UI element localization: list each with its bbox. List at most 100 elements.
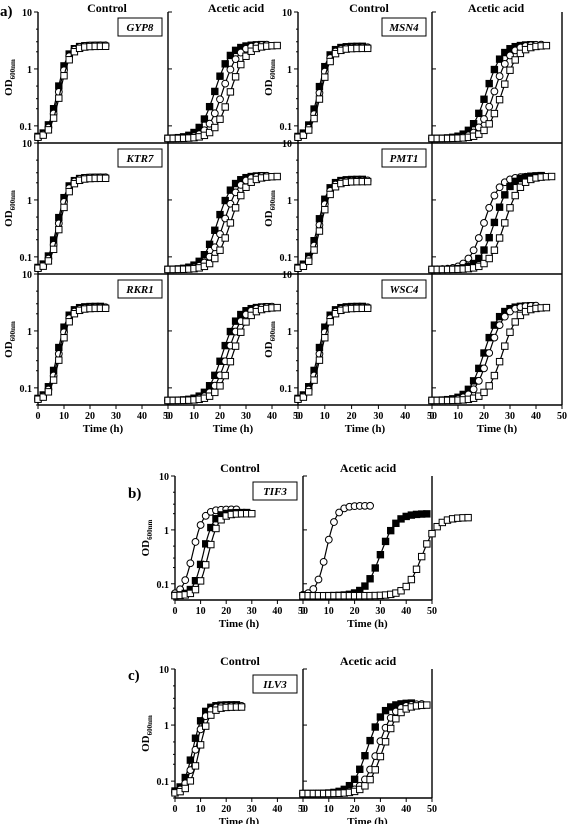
plot-ktr7-acetic-point-3-8 (205, 259, 214, 268)
panel-label-a: a) (0, 4, 13, 20)
plot-pmt1-control-point-3-3 (310, 246, 318, 254)
plot-rkr1-acetic-point-3-12 (226, 357, 235, 366)
plot-tif3-acetic-point-3-26 (433, 522, 441, 531)
plot-area: 1010.1OD600nmGYP81010.1OD600nmMSN41010.1… (3, 8, 567, 824)
plot-ilv3-xtick-label-acet-5: 50 (427, 804, 437, 815)
plot-pmt1-acetic-point-2-15 (506, 182, 514, 191)
plot-tif3-acetic-series-2 (299, 510, 431, 600)
plot-msn4-acetic-point-3-15 (506, 66, 514, 74)
plot-ilv3-ytick-label-0: 10 (159, 665, 169, 676)
plot-ilv3-acetic-point-3-15 (376, 752, 385, 761)
plot-wsc4-control-series-3 (294, 304, 372, 403)
plot-ilv3-xtick-label-ctrl-3: 30 (247, 804, 257, 815)
plot-wsc4-xtick-label-acet-1: 10 (453, 411, 463, 422)
plot-wsc4-control-point-3-6 (326, 318, 334, 326)
plot-gyp8-gene-box (117, 17, 163, 37)
plot-tif3-acetic-point-2-13 (366, 575, 374, 583)
col-title-control-c: Control (220, 654, 260, 668)
plot-tif3-xtick-label-acet-3: 30 (375, 606, 385, 617)
plot-tif3-ytick-label-0: 10 (159, 472, 169, 483)
plot-ilv3-xtick-label-ctrl-5: 50 (298, 804, 308, 815)
plot-tif3-acetic-curve-1 (302, 505, 373, 596)
col-title-acetic-a2: Acetic acid (468, 1, 525, 15)
plot-tif3-control-point-1-2 (181, 576, 190, 585)
plot-rkr1-acetic-point-3-15 (242, 318, 250, 326)
plot-rkr1-control-series-3 (34, 304, 110, 403)
plot-msn4-ytick-label-0: 10 (282, 8, 292, 19)
plot-tif3-x-label-acet: Time (h) (347, 618, 388, 630)
plot-ilv3-xtick-label-ctrl-4: 40 (272, 804, 282, 815)
plot-tif3-xtick-label-acet-5: 50 (427, 606, 437, 617)
plot-tif3-acetic-point-2-24 (423, 510, 431, 518)
plot-gyp8-acetic-point-3-13 (231, 73, 240, 81)
plot-tif3-x-label-ctrl: Time (h) (219, 618, 260, 630)
plot-msn4-acetic-point-3-14 (501, 80, 509, 88)
plot-wsc4-xtick-label-acet-2: 20 (479, 411, 489, 422)
plot-wsc4-acetic-point-2-10 (480, 364, 488, 373)
plot-tif3-acetic-point-3-22 (412, 565, 421, 573)
panel-label-c: c) (128, 668, 140, 684)
plot-msn4-control-point-3-3 (310, 114, 318, 123)
plot-tif3-control-point-1-3 (186, 559, 195, 568)
plot-rkr1-ytick-label-1: 1 (27, 327, 32, 338)
plot-ilv3-control-point-3-7 (207, 711, 215, 719)
plot-ilv3-acetic-point-1-15 (376, 713, 385, 721)
plot-ilv3-acetic-point-1-11 (356, 765, 364, 773)
plot-msn4-control-point-3-2 (305, 126, 313, 134)
plot-msn4-acetic-point-2-14 (500, 59, 509, 68)
plot-tif3-xtick-label-ctrl-2: 20 (221, 606, 231, 617)
plot-ilv3-gene-label: ILV3 (262, 679, 287, 691)
plot-pmt1-acetic-point-2-12 (490, 218, 499, 227)
plot-gyp8-acetic-point-2-10 (216, 95, 224, 104)
plot-msn4: 10 1 0.1 OD600nm MSN4 (263, 8, 563, 144)
plot-pmt1-control-point-3-2 (305, 257, 313, 265)
plot-pmt1-control-point-3-4 (315, 227, 324, 235)
plot-wsc4-control-point-3-1 (299, 393, 308, 401)
plot-ktr7-ytick-label-1: 1 (27, 196, 32, 207)
plot-wsc4-acetic-point-3-10 (480, 388, 488, 397)
plot-ktr7-control-point-3-4 (55, 225, 63, 234)
plot-tif3-ytick-label-1: 1 (164, 526, 169, 537)
plot-gyp8-acetic-point-3-10 (216, 115, 224, 123)
plot-pmt1-acetic-point-2-13 (495, 203, 504, 211)
plot-tif3-xtick-label-ctrl-3: 30 (247, 606, 257, 617)
plot-ilv3-xtick-label-acet-1: 10 (324, 804, 334, 815)
plot-ktr7-acetic-point-3-13 (231, 204, 240, 212)
plot-pmt1-acetic-point-2-14 (501, 191, 509, 199)
plot-rkr1-gene-label: RKR1 (125, 284, 154, 296)
plot-wsc4-acetic-point-3-14 (501, 342, 509, 350)
plot-gyp8-control-series-3 (34, 42, 110, 141)
plot-tif3-acetic-point-2-14 (371, 564, 379, 572)
plot-ilv3-acetic-point-1-10 (350, 775, 359, 783)
plot-rkr1-control-point-3-13 (101, 304, 110, 312)
plot-gyp8-acetic-point-3-11 (221, 103, 229, 111)
plot-ilv3-control-point-3-13 (237, 703, 246, 711)
plot-tif3-acetic-point-1-2 (309, 585, 318, 593)
plot-ktr7-acetic-point-3-15 (242, 183, 250, 191)
plot-msn4-gene-box (381, 17, 427, 37)
plot-tif3-acetic-point-2-15 (376, 550, 385, 559)
plot-ilv3-control-point-3-6 (202, 722, 210, 730)
plot-wsc4-acetic-point-2-11 (485, 349, 494, 357)
plot-rkr1-xtick-label-acet-2: 20 (215, 411, 225, 422)
plot-tif3-acetic-point-2-12 (361, 582, 369, 590)
plot-ilv3-ytick-label-2: 0.1 (157, 777, 170, 788)
plot-gyp8-acetic-point-1-7 (200, 115, 209, 123)
plot-rkr1-xtick-label-ctrl-0: 0 (36, 411, 41, 422)
plot-msn4-acetic-point-3-12 (490, 109, 499, 118)
plot-tif3-acetic-point-2-17 (387, 526, 395, 535)
plot-ktr7-ytick-label-2: 0.1 (20, 253, 33, 264)
plot-wsc4-xtick-label-ctrl-4: 40 (400, 411, 410, 422)
plot-gyp8-acetic-point-2-9 (210, 109, 219, 118)
plot-rkr1-xtick-label-ctrl-4: 40 (137, 411, 147, 422)
plot-gyp8-acetic-point-1-11 (221, 60, 229, 68)
plot-gyp8-ytick-label-0: 10 (22, 8, 32, 19)
plot-msn4-y-label: OD600nm (263, 59, 277, 96)
plot-tif3-acetic-point-2-18 (392, 519, 400, 528)
plot-wsc4-acetic-point-3-16 (511, 318, 519, 326)
plot-rkr1-xtick-label-acet-1: 10 (189, 411, 199, 422)
plot-wsc4-xtick-label-acet-0: 0 (430, 411, 435, 422)
plot-msn4-acetic-point-1-10 (480, 95, 488, 103)
